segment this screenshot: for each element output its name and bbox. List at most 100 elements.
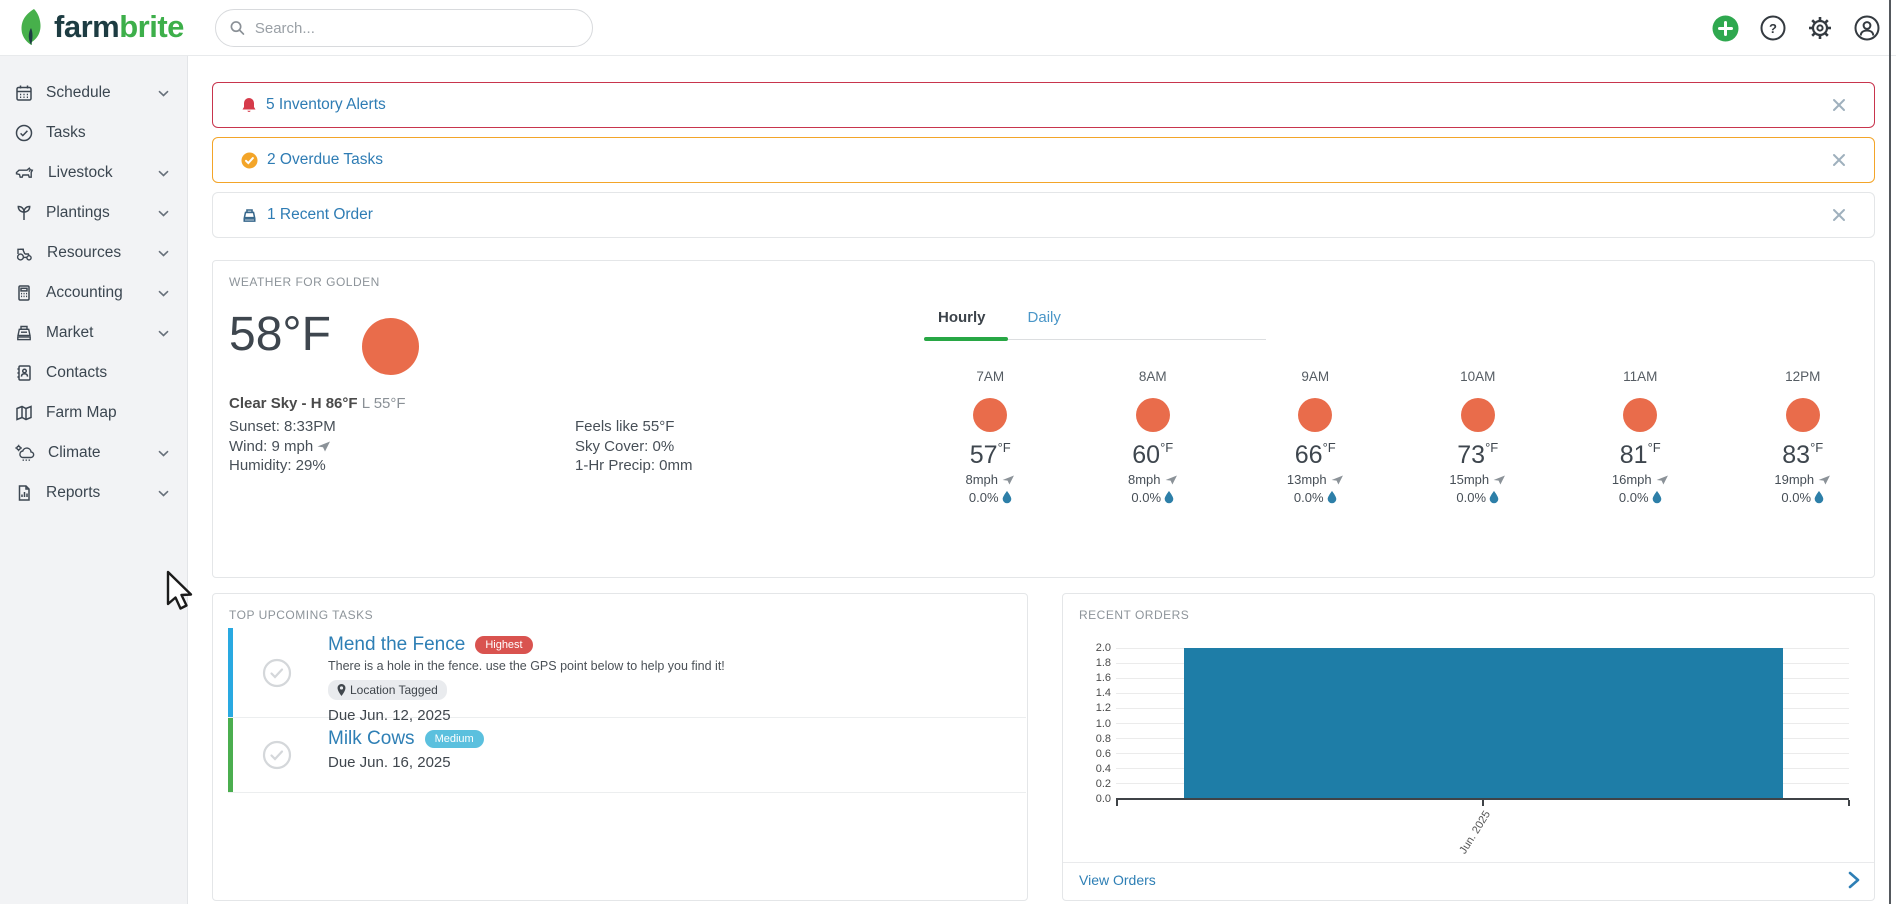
chevron-right-icon[interactable] xyxy=(1848,871,1860,889)
task-link[interactable]: Milk Cows xyxy=(328,728,415,749)
recent-order-link[interactable]: 1 Recent Order xyxy=(267,206,373,223)
y-tick-label: 0.6 xyxy=(1095,748,1111,760)
droplet-icon xyxy=(1814,491,1824,504)
account-icon[interactable] xyxy=(1853,15,1880,42)
clear-sky-icon xyxy=(1623,398,1658,432)
sidebar-label: Farm Map xyxy=(46,404,117,421)
sidebar-label: Plantings xyxy=(46,204,110,221)
farmbrite-logo[interactable]: farmbrite xyxy=(18,7,184,47)
hourly-forecast: 7AM 57°F 8mph 0.0% 8AM 60°F 8mph 0.0% 9A… xyxy=(909,369,1884,505)
sidebar-item-tasks[interactable]: Tasks xyxy=(0,113,187,153)
overdue-tasks-link[interactable]: 2 Overdue Tasks xyxy=(267,151,384,168)
sidebar-label: Accounting xyxy=(46,284,123,301)
droplet-icon xyxy=(1489,491,1499,504)
sidebar-item-accounting[interactable]: Accounting xyxy=(0,273,187,313)
chevron-down-icon xyxy=(158,250,169,257)
location-tag[interactable]: Location Tagged xyxy=(328,680,447,700)
hourly-forecast-column: 10AM 73°F 15mph 0.0% xyxy=(1397,369,1560,505)
axis-tick xyxy=(1116,800,1118,806)
sidebar-label: Reports xyxy=(46,484,101,501)
feels-like-value: Feels like 55°F xyxy=(575,418,675,435)
task-due-date: Due Jun. 16, 2025 xyxy=(328,754,451,771)
weather-card: WEATHER FOR GOLDEN 58°F Clear Sky - H 86… xyxy=(212,260,1875,578)
sidebar-label: Climate xyxy=(48,444,101,461)
recent-orders-card: RECENT ORDERS 2.0 1.8 1.6 1.4 1.2 1.0 0.… xyxy=(1062,593,1875,901)
tab-underline xyxy=(924,337,1266,341)
close-icon[interactable] xyxy=(1828,204,1850,226)
complete-task-checkbox[interactable] xyxy=(262,740,292,775)
task-link[interactable]: Mend the Fence xyxy=(328,634,466,655)
help-icon[interactable]: ? xyxy=(1759,15,1786,42)
sidebar-item-climate[interactable]: Climate xyxy=(0,433,187,473)
sidebar-label: Tasks xyxy=(46,124,86,141)
clear-sky-icon xyxy=(1298,398,1333,432)
sidebar-item-schedule[interactable]: Schedule xyxy=(0,73,187,113)
sidebar-item-contacts[interactable]: Contacts xyxy=(0,353,187,393)
inventory-alerts-link[interactable]: 5 Inventory Alerts xyxy=(266,96,386,113)
y-tick-label: 0.0 xyxy=(1095,793,1111,805)
hour-temperature: 83°F xyxy=(1782,439,1824,469)
chevron-down-icon xyxy=(158,170,169,177)
cash-register-icon xyxy=(17,325,31,341)
y-tick-label: 0.8 xyxy=(1095,733,1111,745)
droplet-icon xyxy=(1652,491,1661,504)
chevron-down-icon xyxy=(158,290,169,297)
y-tick-label: 2.0 xyxy=(1095,642,1111,654)
view-orders-link[interactable]: View Orders xyxy=(1079,872,1156,888)
y-tick-label: 1.0 xyxy=(1095,718,1111,730)
search-input[interactable] xyxy=(254,19,578,37)
tab-daily[interactable]: Daily xyxy=(1027,309,1061,326)
forecast-tabs: Hourly Daily xyxy=(924,309,1266,341)
wind-direction-icon xyxy=(1165,474,1177,485)
hour-wind: 8mph xyxy=(965,472,1015,487)
hour-time-label: 9AM xyxy=(1301,369,1330,384)
add-new-button[interactable] xyxy=(1712,15,1739,42)
weather-cloud-icon xyxy=(15,444,35,462)
sprout-icon xyxy=(17,205,31,220)
tasks-card-title: TOP UPCOMING TASKS xyxy=(229,608,374,622)
sidebar-item-farm-map[interactable]: Farm Map xyxy=(0,393,187,433)
sidebar-nav: Schedule Tasks Livestock Plantings xyxy=(0,56,188,904)
sidebar-item-plantings[interactable]: Plantings xyxy=(0,193,187,233)
hour-precip: 0.0% xyxy=(969,490,1012,505)
clear-sky-icon xyxy=(1460,398,1495,432)
sidebar-label: Livestock xyxy=(48,164,113,181)
hour-wind: 16mph xyxy=(1612,472,1669,487)
wind-value: Wind: 9 mph xyxy=(229,437,336,457)
summary-low: L 55°F xyxy=(361,395,406,412)
close-icon[interactable] xyxy=(1828,149,1850,171)
hour-temperature: 81°F xyxy=(1619,439,1661,469)
weather-card-title: WEATHER FOR GOLDEN xyxy=(229,275,380,289)
hour-temperature: 57°F xyxy=(969,439,1011,469)
task-row: Milk Cows Medium Due Jun. 16, 2025 xyxy=(228,718,1026,793)
priority-stripe xyxy=(228,718,233,792)
overdue-tasks-banner[interactable]: 2 Overdue Tasks xyxy=(212,137,1875,183)
inventory-alerts-banner[interactable]: 5 Inventory Alerts xyxy=(212,82,1875,128)
cow-icon xyxy=(15,167,34,178)
priority-stripe xyxy=(228,628,233,717)
sidebar-item-reports[interactable]: Reports xyxy=(0,473,187,513)
droplet-icon xyxy=(1002,491,1011,504)
tab-hourly[interactable]: Hourly xyxy=(938,309,986,326)
sidebar-label: Contacts xyxy=(46,364,108,381)
settings-gear-icon[interactable] xyxy=(1806,15,1833,42)
weather-details-left: Sunset: 8:33PM Wind: 9 mph Humidity: 29% xyxy=(229,417,336,476)
hour-precip: 0.0% xyxy=(1456,490,1499,505)
task-row: Mend the Fence Highest There is a hole i… xyxy=(228,628,1026,724)
wind-direction-icon xyxy=(1002,474,1014,485)
sidebar-item-resources[interactable]: Resources xyxy=(0,233,187,273)
chevron-down-icon xyxy=(158,210,169,217)
recent-order-banner[interactable]: 1 Recent Order xyxy=(212,192,1875,238)
hour-precip: 0.0% xyxy=(1294,490,1337,505)
orders-bar xyxy=(1184,648,1783,799)
axis-tick xyxy=(1848,800,1850,806)
complete-task-checkbox[interactable] xyxy=(262,658,292,693)
precip-value: 1-Hr Precip: 0mm xyxy=(575,457,693,474)
report-document-icon xyxy=(18,485,30,501)
check-circle-icon xyxy=(15,124,33,142)
sidebar-item-livestock[interactable]: Livestock xyxy=(0,153,187,193)
sidebar-item-market[interactable]: Market xyxy=(0,313,187,353)
hour-precip: 0.0% xyxy=(1781,490,1824,505)
close-icon[interactable] xyxy=(1828,94,1850,116)
